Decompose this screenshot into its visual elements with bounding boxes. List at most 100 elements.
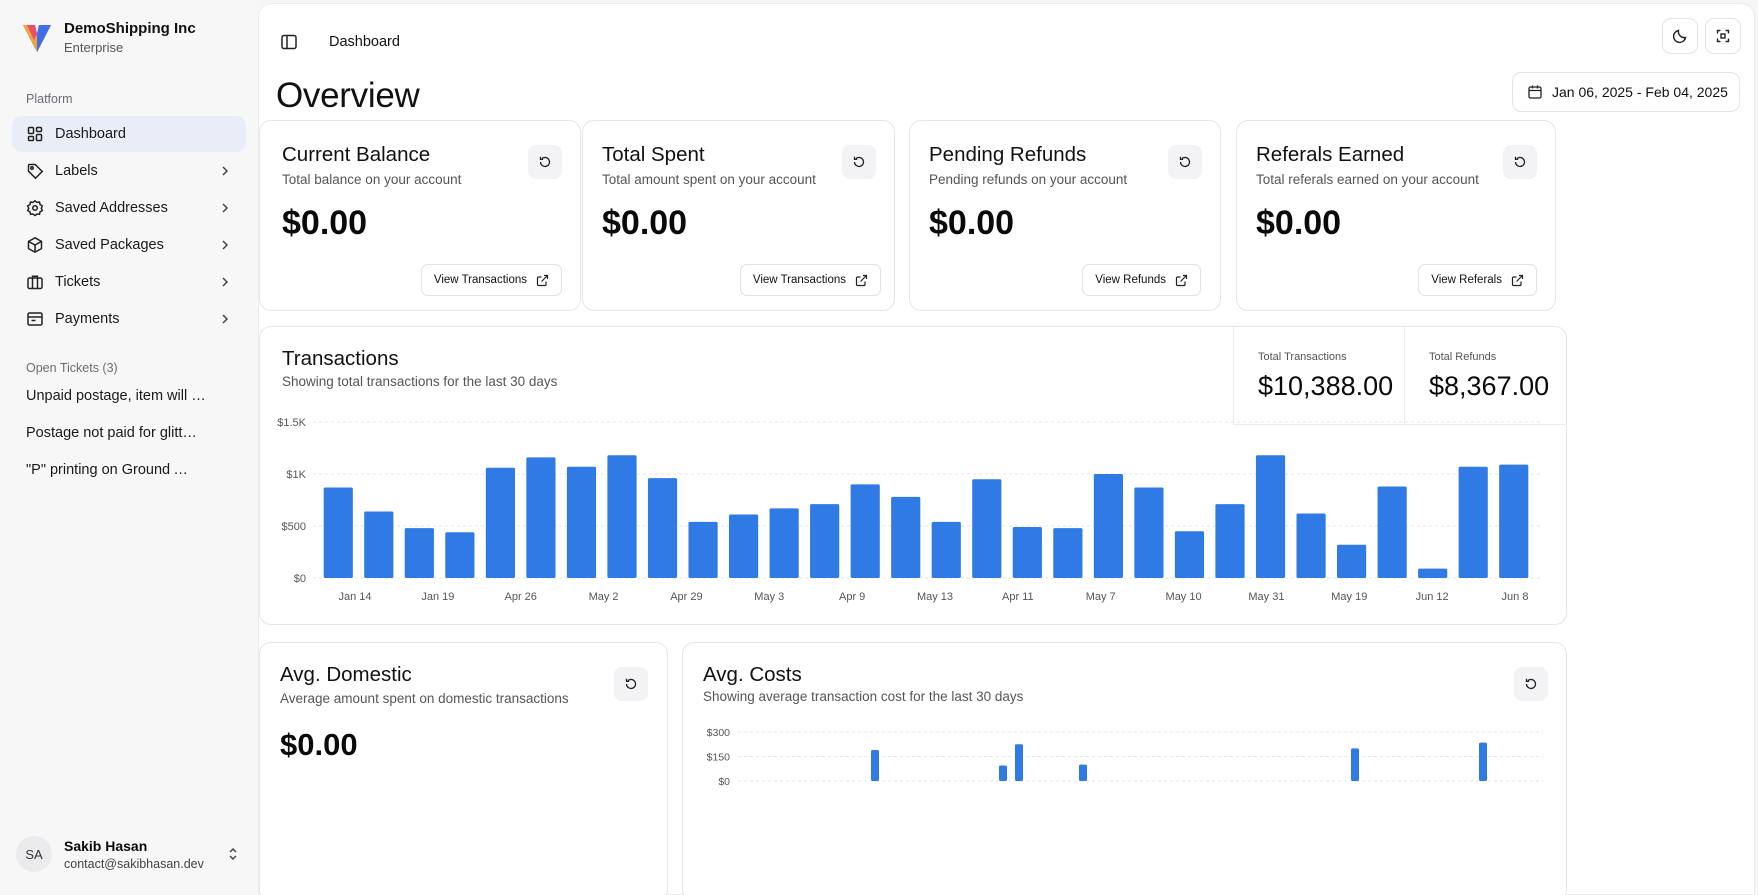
sidebar-item-saved-packages[interactable]: Saved Packages: [12, 227, 246, 263]
open-ticket-item[interactable]: Postage not paid for glitter shipment: [26, 425, 198, 441]
avg-costs-card: Avg. Costs Showing average transaction c…: [682, 642, 1567, 895]
refresh-button[interactable]: [528, 145, 562, 179]
open-ticket-item[interactable]: Unpaid postage, item will not be deliver…: [26, 388, 206, 404]
button-label: View Referals: [1431, 274, 1502, 286]
x-tick-label: Jan 19: [421, 591, 454, 603]
current-balance-card: Current Balance Total balance on your ac…: [259, 120, 581, 311]
sidebar-item-labels[interactable]: Labels: [12, 153, 246, 189]
chart-bar[interactable]: [566, 466, 597, 578]
fullscreen-button[interactable]: [1705, 18, 1741, 54]
sidebar-item-saved-addresses[interactable]: Saved Addresses: [12, 190, 246, 226]
view-referals-button[interactable]: View Referals: [1418, 264, 1537, 296]
chart-bar[interactable]: [485, 467, 515, 578]
theme-toggle-button[interactable]: [1662, 18, 1698, 54]
chart-bar[interactable]: [1255, 455, 1286, 578]
sidebar-item-tickets[interactable]: Tickets: [12, 264, 246, 300]
chart-bar[interactable]: [810, 504, 840, 578]
open-ticket-item[interactable]: "P" printing on Ground Advantage label: [26, 462, 196, 478]
transactions-bar-chart: $0 $500 $1K $1.5K Jan 14 Jan 19 Apr 26 May 2 Apr…: [277, 417, 1542, 603]
chart-bar[interactable]: [1377, 486, 1407, 578]
view-transactions-button[interactable]: View Transactions: [739, 264, 881, 296]
external-link-icon: [1511, 274, 1524, 287]
chart-bar[interactable]: [1174, 531, 1205, 578]
sidebar-item-label: Tickets: [55, 274, 101, 290]
briefcase-icon: [26, 273, 44, 291]
x-tick-label: May 31: [1248, 591, 1284, 603]
card-subtitle: Pending refunds on your account: [929, 172, 1128, 187]
card-title: Avg. Domestic: [280, 663, 412, 686]
chevron-right-icon: [218, 275, 232, 289]
sidebar: DemoShipping Inc Enterprise Platform Das…: [0, 0, 258, 895]
chart-bar[interactable]: [1079, 764, 1087, 781]
chevron-right-icon: [218, 312, 232, 326]
chart-bar[interactable]: [445, 532, 475, 578]
dashboard-icon: [26, 125, 44, 143]
chart-bar[interactable]: [323, 487, 353, 578]
chevrons-up-down-icon: [226, 846, 240, 862]
card-subtitle: Average amount spent on domestic transac…: [280, 691, 569, 706]
chart-bar[interactable]: [364, 511, 394, 578]
refresh-button[interactable]: [614, 667, 648, 701]
x-tick-label: May 10: [1166, 591, 1202, 603]
chart-bar[interactable]: [1479, 742, 1487, 781]
package-icon: [26, 236, 44, 254]
x-tick-label: May 3: [754, 591, 784, 603]
chart-bar[interactable]: [999, 765, 1007, 781]
referals-earned-card: Referals Earned Total referals earned on…: [1236, 120, 1556, 311]
chart-bar[interactable]: [769, 508, 799, 578]
chart-bar[interactable]: [1215, 504, 1245, 578]
chart-bar[interactable]: [871, 749, 879, 781]
chart-bar[interactable]: [931, 521, 961, 578]
chart-bar[interactable]: [688, 521, 718, 578]
chart-bar[interactable]: [404, 528, 434, 578]
user-menu[interactable]: SA Sakib Hasan contact@sakibhasan.dev: [16, 832, 240, 876]
sidebar-item-payments[interactable]: Payments: [12, 301, 246, 337]
sidebar-toggle-button[interactable]: [279, 32, 299, 52]
refresh-button[interactable]: [1503, 145, 1537, 179]
chart-bar[interactable]: [526, 457, 556, 578]
card-subtitle: Showing average transaction cost for the…: [703, 689, 1024, 704]
chart-bar[interactable]: [1053, 528, 1083, 578]
chart-bar[interactable]: [1012, 527, 1042, 578]
chart-bar[interactable]: [1458, 466, 1488, 578]
brand[interactable]: DemoShipping Inc Enterprise: [22, 20, 196, 55]
chart-bar[interactable]: [647, 478, 678, 578]
chart-bar[interactable]: [850, 484, 880, 578]
chart-bar[interactable]: [1296, 513, 1326, 578]
card-value: $0.00: [282, 204, 368, 242]
tag-icon: [26, 162, 44, 180]
chart-bar[interactable]: [1351, 748, 1359, 781]
stat-value: $8,367.00: [1429, 371, 1550, 401]
x-tick-label: Apr 9: [839, 591, 865, 603]
external-link-icon: [855, 274, 868, 287]
refresh-button[interactable]: [842, 145, 876, 179]
chart-bar[interactable]: [607, 455, 637, 578]
wallet-icon: [26, 310, 44, 328]
view-transactions-button[interactable]: View Transactions: [420, 264, 562, 296]
stat-value: $10,388.00: [1258, 371, 1394, 401]
chart-bar[interactable]: [1499, 464, 1529, 578]
x-tick-label: May 2: [589, 591, 619, 603]
card-value: $0.00: [1256, 204, 1342, 242]
stat-divider: [1233, 424, 1567, 425]
sidebar-item-dashboard[interactable]: Dashboard: [12, 116, 246, 152]
chart-bar[interactable]: [1418, 568, 1448, 578]
chart-bar[interactable]: [729, 514, 759, 578]
chart-bar[interactable]: [972, 479, 1002, 578]
refresh-button[interactable]: [1168, 145, 1202, 179]
total-refunds-stat[interactable]: Total Refunds $8,367.00: [1404, 327, 1567, 425]
refresh-button[interactable]: [1514, 667, 1548, 701]
chart-bar[interactable]: [891, 496, 921, 578]
date-range-picker[interactable]: Jan 06, 2025 - Feb 04, 2025: [1512, 72, 1740, 112]
date-range-label: Jan 06, 2025 - Feb 04, 2025: [1552, 84, 1728, 100]
y-tick-label: $0: [294, 573, 306, 585]
chart-bar[interactable]: [1134, 487, 1164, 578]
y-tick-label: $500: [282, 521, 306, 533]
total-transactions-stat[interactable]: Total Transactions $10,388.00: [1233, 327, 1404, 425]
total-spent-card: Total Spent Total amount spent on your a…: [582, 120, 895, 311]
chart-bar[interactable]: [1337, 544, 1367, 578]
view-refunds-button[interactable]: View Refunds: [1082, 264, 1201, 296]
chart-bar[interactable]: [1093, 474, 1123, 578]
chart-bar[interactable]: [1015, 744, 1023, 781]
avatar: SA: [16, 836, 52, 872]
